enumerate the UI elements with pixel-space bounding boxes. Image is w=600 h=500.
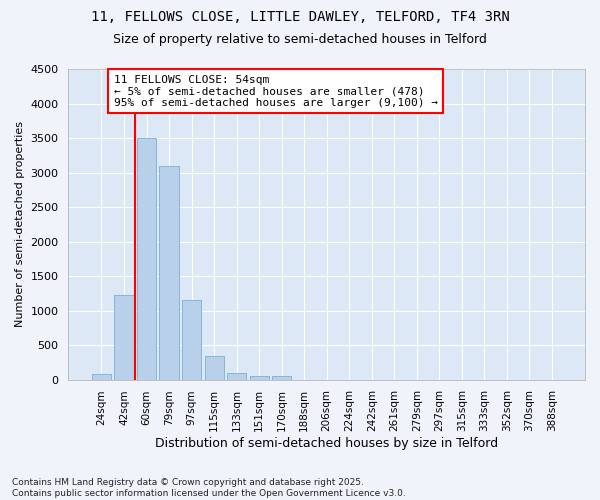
- Text: Contains HM Land Registry data © Crown copyright and database right 2025.
Contai: Contains HM Land Registry data © Crown c…: [12, 478, 406, 498]
- Bar: [92, 374, 111, 380]
- Text: 11, FELLOWS CLOSE, LITTLE DAWLEY, TELFORD, TF4 3RN: 11, FELLOWS CLOSE, LITTLE DAWLEY, TELFOR…: [91, 10, 509, 24]
- Bar: [250, 376, 269, 380]
- Bar: [272, 376, 291, 380]
- Bar: [227, 372, 246, 380]
- Bar: [160, 166, 179, 380]
- Text: Size of property relative to semi-detached houses in Telford: Size of property relative to semi-detach…: [113, 32, 487, 46]
- X-axis label: Distribution of semi-detached houses by size in Telford: Distribution of semi-detached houses by …: [155, 437, 498, 450]
- Text: 11 FELLOWS CLOSE: 54sqm
← 5% of semi-detached houses are smaller (478)
95% of se: 11 FELLOWS CLOSE: 54sqm ← 5% of semi-det…: [114, 74, 438, 108]
- Bar: [205, 356, 224, 380]
- Bar: [182, 300, 201, 380]
- Y-axis label: Number of semi-detached properties: Number of semi-detached properties: [15, 122, 25, 328]
- Bar: [137, 138, 156, 380]
- Bar: [115, 296, 134, 380]
